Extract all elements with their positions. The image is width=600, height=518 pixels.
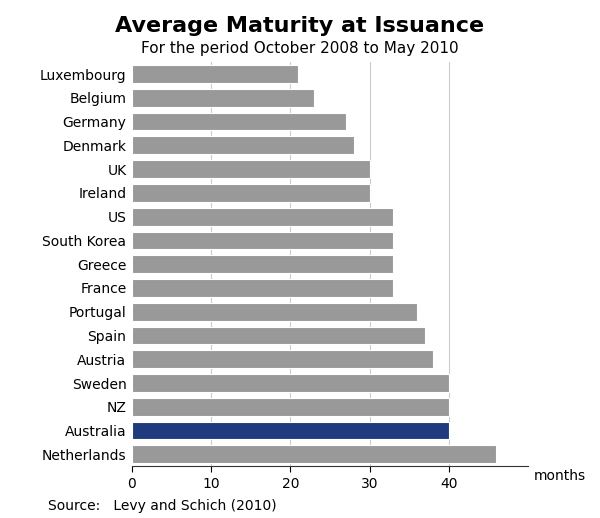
Bar [132,232,394,249]
Bar [132,279,394,297]
Bar [132,350,433,368]
Bar [132,255,394,273]
Text: For the period October 2008 to May 2010: For the period October 2008 to May 2010 [141,41,459,56]
Text: Average Maturity at Issuance: Average Maturity at Issuance [115,16,485,36]
Bar [132,326,425,344]
Bar [132,422,449,439]
Bar [132,65,298,83]
Bar [132,136,354,154]
Bar [132,445,496,463]
Bar [132,160,370,178]
Bar [132,89,314,107]
Bar [132,303,417,321]
Bar [132,374,449,392]
Bar [132,113,346,131]
Text: Source:   Levy and Schich (2010): Source: Levy and Schich (2010) [48,499,277,513]
Bar [132,208,394,225]
Bar [132,184,370,202]
Text: months: months [534,469,586,483]
Bar [132,398,449,415]
